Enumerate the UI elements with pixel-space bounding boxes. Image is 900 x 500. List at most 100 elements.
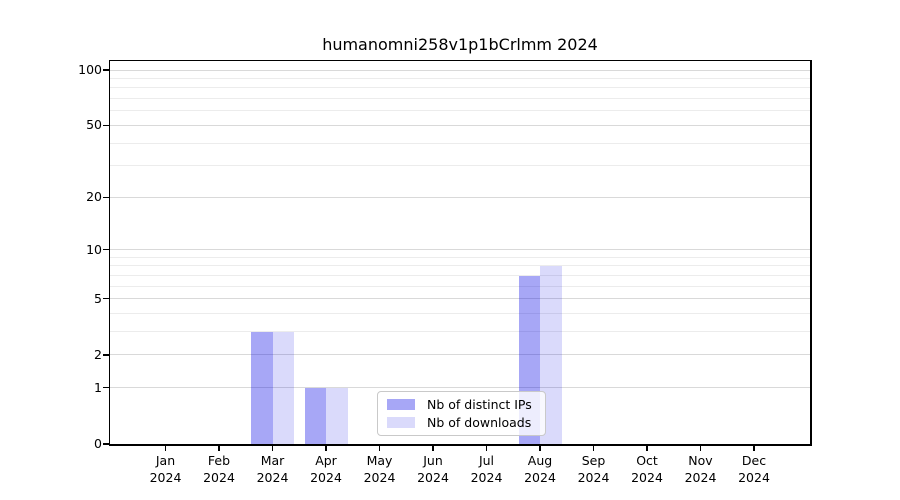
y-gridline-100 <box>110 69 810 71</box>
x-tick-label-line: Oct <box>636 453 658 468</box>
plot-spine-bottom <box>108 444 812 446</box>
x-tick-label-line: 2024 <box>738 469 770 485</box>
x-tick-mar-2024 <box>271 446 274 451</box>
y-tick-label-20: 20 <box>86 189 102 205</box>
y-tick-label-50: 50 <box>86 117 102 133</box>
legend-swatch-distinct-ips <box>387 399 415 410</box>
plot-spine-top <box>108 59 812 61</box>
legend-row-distinct-ips: Nb of distinct IPs <box>387 396 536 412</box>
x-tick-label-jul-2024: Jul 2024 <box>457 453 517 486</box>
x-tick-label-jan-2024: Jan 2024 <box>136 453 196 486</box>
x-tick-nov-2024 <box>699 446 702 451</box>
x-tick-label-line: Jul <box>478 453 495 468</box>
y-gridline-20 <box>110 196 810 198</box>
y-gridline-minor-90 <box>110 77 810 79</box>
y-gridline-minor-60 <box>110 110 810 112</box>
x-tick-label-line: Sep <box>581 453 606 468</box>
plot-spine-right <box>810 59 812 446</box>
x-tick-label-line: May <box>366 453 393 468</box>
x-tick-label-line: Dec <box>741 453 767 468</box>
y-tick-label-0: 0 <box>94 436 102 451</box>
x-tick-label-nov-2024: Nov 2024 <box>671 453 731 486</box>
y-tick-50 <box>103 124 110 127</box>
x-tick-label-line: 2024 <box>577 469 610 485</box>
x-tick-label-line: 2024 <box>631 469 663 485</box>
y-gridline-minor-70 <box>110 98 810 100</box>
plot-area: Nb of distinct IPs Nb of downloads <box>108 59 812 446</box>
x-tick-label-line: 2024 <box>256 469 289 485</box>
legend-label-distinct-ips: Nb of distinct IPs <box>427 396 532 412</box>
y-gridline-minor-4 <box>110 313 810 315</box>
x-tick-sep-2024 <box>592 446 595 451</box>
y-gridline-minor-3 <box>110 331 810 333</box>
x-tick-label-line: 2024 <box>149 469 182 485</box>
y-gridline-50 <box>110 124 810 126</box>
y-gridline-10 <box>110 249 810 251</box>
plot-spine-left <box>108 59 110 446</box>
x-tick-label-line: 2024 <box>310 469 342 485</box>
x-tick-jul-2024 <box>485 446 488 451</box>
x-tick-aug-2024 <box>539 446 541 451</box>
y-gridline-1 <box>110 387 810 389</box>
x-tick-label-may-2024: May 2024 <box>350 453 410 486</box>
x-tick-label-line: 2024 <box>363 469 396 485</box>
y-tick-label-10: 10 <box>86 241 102 257</box>
y-gridline-minor-80 <box>110 87 810 89</box>
x-tick-label-apr-2024: Apr 2024 <box>296 453 356 486</box>
x-tick-label-line: Mar <box>260 453 285 468</box>
y-tick-0 <box>103 443 110 445</box>
x-tick-label-aug-2024: Aug 2024 <box>510 453 570 486</box>
bar-downloads-apr-2024 <box>326 387 348 444</box>
legend-label-downloads: Nb of downloads <box>427 414 532 430</box>
y-gridline-minor-9 <box>110 256 810 258</box>
y-tick-label-100: 100 <box>78 62 102 77</box>
y-tick-label-2: 2 <box>94 346 102 362</box>
x-tick-label-line: Feb <box>207 453 231 468</box>
x-tick-label-line: 2024 <box>684 469 717 485</box>
x-tick-jan-2024 <box>164 446 167 451</box>
x-tick-oct-2024 <box>646 446 648 451</box>
x-tick-label-feb-2024: Feb 2024 <box>189 453 249 486</box>
x-tick-label-line: Jun <box>423 453 443 468</box>
x-tick-may-2024 <box>378 446 381 451</box>
x-tick-label-line: Aug <box>527 453 553 468</box>
legend: Nb of distinct IPs Nb of downloads <box>377 391 546 436</box>
x-tick-dec-2024 <box>753 446 755 451</box>
y-tick-2 <box>103 354 110 356</box>
x-tick-jun-2024 <box>432 446 434 451</box>
y-tick-10 <box>103 249 110 251</box>
x-tick-label-sep-2024: Sep 2024 <box>564 453 624 486</box>
x-tick-label-line: Jan <box>155 453 176 468</box>
y-tick-20 <box>103 196 110 198</box>
x-tick-label-jun-2024: Jun 2024 <box>403 453 463 486</box>
legend-swatch-downloads <box>387 417 415 428</box>
y-tick-label-1: 1 <box>94 379 102 395</box>
bar-distinct-ips-mar-2024 <box>251 331 273 444</box>
y-gridline-minor-7 <box>110 274 810 276</box>
x-tick-label-line: 2024 <box>470 469 503 485</box>
y-gridline-2 <box>110 354 810 356</box>
x-tick-label-line: 2024 <box>524 469 556 485</box>
y-gridline-minor-6 <box>110 285 810 287</box>
x-tick-label-mar-2024: Mar 2024 <box>243 453 303 486</box>
x-tick-label-line: Apr <box>315 453 337 468</box>
x-tick-label-line: 2024 <box>417 469 449 485</box>
y-gridline-minor-40 <box>110 142 810 144</box>
x-tick-label-line: Nov <box>688 453 713 468</box>
legend-row-downloads: Nb of downloads <box>387 414 536 430</box>
y-tick-label-5: 5 <box>94 290 102 306</box>
y-tick-100 <box>103 69 110 71</box>
x-tick-feb-2024 <box>218 446 220 451</box>
y-gridline-5 <box>110 298 810 300</box>
bar-distinct-ips-apr-2024 <box>304 387 326 444</box>
y-gridline-minor-8 <box>110 265 810 267</box>
x-tick-label-line: 2024 <box>203 469 235 485</box>
y-tick-5 <box>103 298 110 300</box>
x-tick-label-dec-2024: Dec 2024 <box>724 453 784 486</box>
bar-downloads-mar-2024 <box>272 331 294 444</box>
chart-title: humanomni258v1p1bCrlmm 2024 <box>322 35 598 54</box>
x-tick-apr-2024 <box>325 446 327 451</box>
y-tick-1 <box>103 387 110 389</box>
x-tick-label-oct-2024: Oct 2024 <box>617 453 677 486</box>
